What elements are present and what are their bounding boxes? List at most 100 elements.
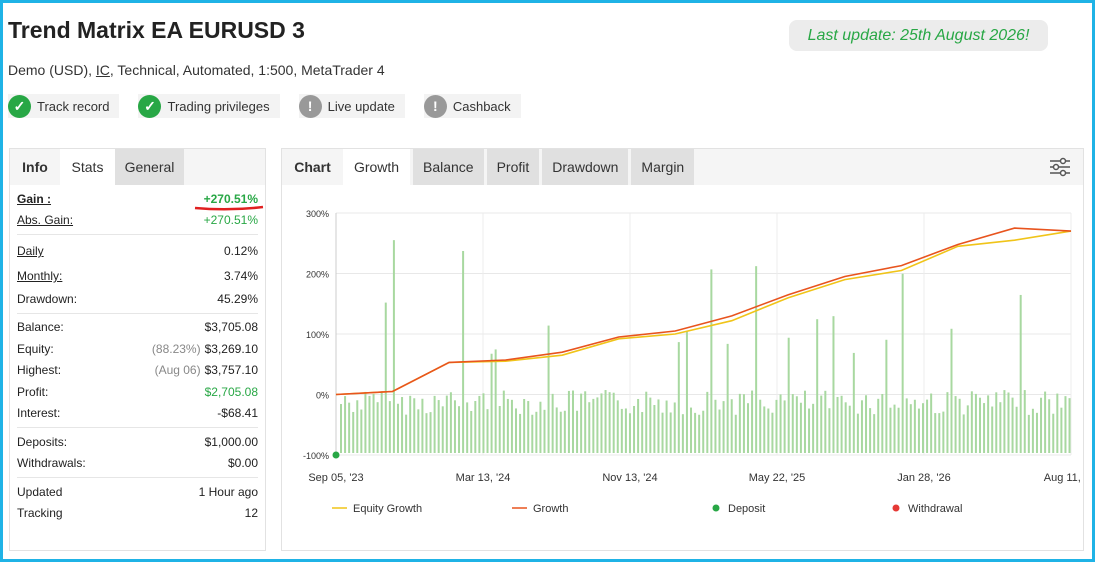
tab-chart[interactable]: Chart bbox=[282, 149, 343, 185]
stats-group-balance: Balance: $3,705.08 Equity: (88.23%) $3,26… bbox=[17, 314, 258, 428]
profit-bar bbox=[364, 391, 367, 453]
profit-bar bbox=[820, 395, 823, 453]
stat-value: $3,269.10 bbox=[204, 341, 258, 356]
stat-row-balance: Balance: $3,705.08 bbox=[17, 317, 258, 339]
profit-bar bbox=[633, 405, 636, 453]
profit-bar bbox=[742, 394, 745, 453]
tab-growth[interactable]: Growth bbox=[343, 149, 410, 185]
profit-bar bbox=[458, 406, 461, 453]
stat-value-wrap: (Aug 06) $3,757.10 bbox=[155, 363, 258, 377]
profit-bar bbox=[799, 402, 802, 453]
settings-sliders-icon[interactable] bbox=[1049, 157, 1071, 177]
badge-label: Trading privileges bbox=[167, 98, 270, 114]
broker-link[interactable]: IC bbox=[95, 62, 110, 78]
profit-bar bbox=[437, 400, 440, 453]
profit-bar bbox=[600, 393, 603, 453]
profit-bar bbox=[429, 412, 432, 453]
stat-label[interactable]: Gain : bbox=[17, 191, 52, 206]
stat-label[interactable]: Daily bbox=[17, 244, 44, 258]
x-tick-label: May 22, '25 bbox=[749, 472, 806, 484]
check-icon: ✓ bbox=[8, 94, 31, 118]
tab-drawdown[interactable]: Drawdown bbox=[542, 149, 629, 185]
legend-label: Equity Growth bbox=[353, 503, 422, 515]
profit-bar bbox=[763, 406, 766, 453]
stat-value: +270.51% bbox=[203, 213, 258, 228]
legend-label: Growth bbox=[533, 503, 568, 515]
stat-row-profit: Profit: $2,705.08 bbox=[17, 381, 258, 403]
tab-profit[interactable]: Profit bbox=[486, 149, 540, 185]
profit-bar bbox=[453, 400, 456, 453]
profit-bar bbox=[413, 398, 416, 453]
profit-bar bbox=[637, 398, 640, 453]
profit-bar bbox=[860, 400, 863, 453]
tab-info[interactable]: Info bbox=[22, 159, 48, 175]
profit-bar bbox=[759, 399, 762, 453]
profit-bar bbox=[571, 390, 574, 453]
profit-bar bbox=[1044, 391, 1047, 453]
chart-bars bbox=[340, 240, 1071, 453]
stats-group-deposits: Deposits: $1,000.00 Withdrawals: $0.00 bbox=[17, 428, 258, 478]
profit-bar bbox=[624, 408, 627, 453]
badge-trading-privileges[interactable]: ✓ Trading privileges bbox=[138, 94, 280, 118]
profit-bar bbox=[816, 319, 819, 453]
profit-bar bbox=[555, 407, 558, 453]
profit-bar bbox=[893, 404, 896, 453]
profit-bar bbox=[897, 407, 900, 453]
profit-bar bbox=[344, 396, 347, 453]
last-update-badge: Last update: 25th August 2026! bbox=[789, 20, 1048, 51]
stat-row-withdrawals: Withdrawals: $0.00 bbox=[17, 453, 258, 475]
profit-bar bbox=[616, 400, 619, 453]
profit-bar bbox=[462, 250, 465, 453]
profit-bar bbox=[791, 394, 794, 453]
stat-row-daily: Daily 0.12% bbox=[17, 238, 258, 264]
profit-bar bbox=[596, 397, 599, 453]
profit-bar bbox=[865, 395, 868, 453]
profit-bar bbox=[352, 411, 355, 453]
profit-bar bbox=[832, 316, 835, 453]
x-tick-label: Jan 28, '26 bbox=[897, 472, 950, 484]
profit-bar bbox=[934, 413, 937, 453]
stats-group-rates: Daily 0.12% Monthly: 3.74% Drawdown: 45.… bbox=[17, 235, 258, 314]
stat-label: Profit: bbox=[17, 384, 49, 399]
profit-bar bbox=[999, 402, 1002, 453]
tab-balance[interactable]: Balance bbox=[413, 149, 484, 185]
badge-live-update[interactable]: ! Live update bbox=[298, 94, 405, 118]
y-tick-label: -100% bbox=[303, 451, 329, 461]
profit-bar bbox=[1056, 393, 1059, 453]
stat-note: (Aug 06) bbox=[154, 363, 201, 378]
account-subtitle: Demo (USD), IC, Technical, Automated, 1:… bbox=[8, 62, 385, 78]
profit-bar bbox=[694, 412, 697, 453]
stat-value: $3,705.08 bbox=[204, 320, 258, 335]
profit-bar bbox=[995, 392, 998, 453]
tab-general[interactable]: General bbox=[115, 149, 184, 185]
stat-label: Drawdown: bbox=[17, 291, 78, 306]
stat-row-highest: Highest: (Aug 06) $3,757.10 bbox=[17, 360, 258, 382]
tab-margin[interactable]: Margin bbox=[631, 149, 695, 185]
profit-bar bbox=[991, 406, 994, 453]
stat-label: Withdrawals: bbox=[17, 456, 86, 471]
profit-bar bbox=[628, 413, 631, 453]
stat-label[interactable]: Monthly: bbox=[17, 269, 63, 283]
profit-bar bbox=[547, 325, 550, 453]
badge-cashback[interactable]: ! Cashback bbox=[423, 94, 521, 118]
stat-value: 1 Hour ago bbox=[198, 484, 258, 499]
profit-bar bbox=[824, 390, 827, 453]
profit-bar bbox=[681, 414, 684, 453]
red-underline-mark bbox=[194, 205, 264, 211]
stat-label[interactable]: Abs. Gain: bbox=[17, 213, 74, 228]
stat-row-monthly: Monthly: 3.74% bbox=[17, 264, 258, 288]
stat-label: Highest: bbox=[17, 363, 62, 378]
profit-bar bbox=[738, 393, 741, 453]
check-icon: ✓ bbox=[138, 94, 162, 118]
tab-stats[interactable]: Stats bbox=[60, 149, 115, 185]
profit-bar bbox=[852, 352, 855, 453]
series-line-growth bbox=[335, 227, 1072, 396]
profit-bar bbox=[433, 395, 436, 453]
legend-label: Deposit bbox=[728, 503, 765, 515]
profit-bar bbox=[665, 400, 668, 453]
stat-label: Balance: bbox=[17, 320, 64, 335]
badge-track-record[interactable]: ✓ Track record bbox=[8, 94, 120, 118]
growth-chart: 300% 200% 100% 0% -100% Sep 05, '23 Mar 13, '2… bbox=[303, 209, 1083, 515]
profit-bar bbox=[958, 398, 961, 453]
profit-bar bbox=[877, 398, 880, 453]
